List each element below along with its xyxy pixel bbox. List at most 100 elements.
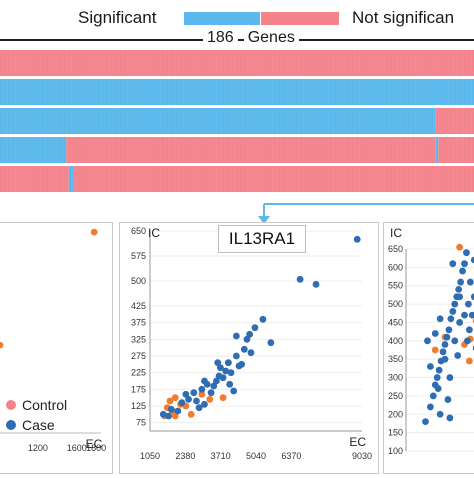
chart2-control-point-4	[431, 346, 439, 354]
chart2-y-tick-7: 450	[388, 317, 403, 327]
chart2-case-point-7	[439, 348, 447, 356]
chart1-case-point-14	[213, 377, 220, 385]
chart1-x-tick-0: 1050	[140, 451, 160, 461]
chart2-y-tick-9: 550	[388, 281, 403, 291]
chart2-case-point-37	[464, 337, 471, 345]
chart1-case-point-27	[243, 335, 251, 343]
chart1-x-tick-1: 2380	[175, 451, 195, 461]
chart1-case-point-6	[190, 389, 198, 397]
chart2-case-point-1	[426, 403, 434, 411]
chart0-x-tick-0: 1200	[28, 443, 48, 453]
chart2-case-point-42	[424, 337, 431, 345]
chart2-case-point-19	[463, 249, 470, 257]
chart1-case-point-32	[267, 339, 275, 347]
chart2-case-point-33	[426, 363, 434, 370]
chart1-y-tick-9: 575	[131, 251, 146, 261]
chart2-case-point-13	[451, 300, 459, 308]
chart1-case-point-39	[232, 332, 240, 340]
chart1-y-tick-2: 175	[131, 384, 146, 394]
heatmap-row-3-segment-0	[0, 137, 67, 163]
chart1-x-tick-5: 9030	[352, 451, 372, 461]
chart1-case-point-26	[240, 345, 248, 353]
chart2-y-tick-2: 200	[388, 409, 403, 419]
chart2-y-tick-0: 100	[388, 446, 403, 456]
chart1-case-point-25	[238, 360, 246, 368]
chart1-case-point-16	[217, 364, 224, 372]
chart1-case-point-35	[353, 235, 361, 243]
chart1-control-point-4	[171, 394, 179, 402]
heatmap-row-3-segment-1	[66, 137, 436, 163]
heatmap-row-0-segment-0	[0, 50, 474, 76]
heatmap-row-3-segment-3	[438, 137, 474, 163]
chart1-case-point-22	[230, 387, 238, 395]
chart1-y-tick-7: 425	[131, 301, 146, 311]
legend-not-significant-label: Not significan	[352, 8, 455, 27]
chart2-case-point-38	[470, 293, 474, 301]
chart1-case-point-30	[251, 324, 259, 332]
chart2-case-point-43	[449, 260, 457, 268]
chart2-case-point-32	[465, 326, 473, 334]
chart2-case-point-31	[461, 311, 468, 319]
chart1-case-point-28	[246, 330, 254, 338]
chart2-y-label: IC	[390, 226, 402, 240]
chart2-case-point-29	[451, 337, 459, 345]
chart1-x-tick-3: 5040	[246, 451, 266, 461]
legend-control-dot	[6, 400, 16, 410]
chart2-case-point-40	[446, 414, 454, 422]
chart1-control-point-7	[187, 410, 195, 418]
chart2-case-point-9	[443, 333, 451, 341]
heatmap-row-4-segment-2	[73, 166, 474, 192]
chart1-y-tick-4: 275	[131, 351, 146, 361]
chart1-y-tick-1: 125	[131, 401, 146, 411]
chart2-case-point-30	[456, 319, 464, 326]
legend-case-dot	[6, 420, 16, 430]
chart1-case-point-5	[185, 395, 192, 403]
chart2-case-point-15	[455, 286, 463, 293]
legend-control-label: Control	[22, 397, 68, 413]
chart1-control-point-11	[171, 412, 179, 420]
scatter-panel-center: 75 125 175 225 275 325 375 425 500 575 650 1050 2380…	[119, 222, 379, 474]
connector-arrow	[258, 203, 474, 224]
chart2-case-point-12	[449, 308, 457, 315]
chart2-case-point-18	[461, 260, 468, 268]
chart1-case-point-20	[226, 380, 234, 388]
heatmap-row-4-segment-0	[0, 166, 69, 192]
legend-significant-swatch	[184, 12, 260, 25]
chart2-case-point-39	[436, 410, 444, 418]
chart2-control-point-0	[456, 243, 464, 251]
chart2-y-tick-5: 350	[388, 354, 403, 364]
chart1-case-point-8	[195, 404, 203, 412]
chart1-case-point-18	[222, 367, 230, 375]
chart2-case-point-34	[434, 385, 442, 392]
chart1-x-label: EC	[349, 435, 366, 449]
chart0-x-label: EC	[86, 437, 103, 451]
chart2-y-tick-4: 300	[388, 373, 403, 383]
chart1-x-tick-2: 3710	[211, 451, 231, 461]
heatmap-row-3-segment-2	[435, 137, 439, 163]
chart2-case-point-35	[444, 396, 452, 403]
chart2-case-point-4	[433, 374, 441, 381]
chart1-y-tick-8: 500	[131, 276, 146, 286]
legend-case-label: Case	[22, 417, 55, 433]
chart1-case-point-10	[201, 400, 208, 408]
chart2-case-point-41	[456, 293, 464, 301]
chart2-case-point-21	[466, 278, 474, 286]
chart2-case-point-17	[459, 267, 466, 275]
chart1-case-point-9	[198, 385, 206, 393]
chart1-case-point-36	[201, 377, 208, 385]
chart1-x-tick-4: 6370	[281, 451, 301, 461]
scatter-plot-right: 100 150 200 250 300 350 400 450 500 550 600 650 IC	[388, 226, 474, 456]
chart1-case-point-29	[247, 349, 255, 357]
genes-label: Genes	[243, 29, 299, 47]
legend-significant-label: Significant	[78, 8, 157, 27]
chart2-case-point-11	[447, 315, 455, 323]
heatmap-row-4-segment-1	[68, 166, 74, 192]
chart1-case-point-23	[232, 352, 240, 360]
chart1-case-point-1	[165, 412, 172, 420]
chart1-case-point-34	[312, 280, 320, 288]
chart2-y-tick-1: 150	[388, 428, 403, 438]
chart2-case-point-5	[435, 366, 443, 374]
chart1-y-tick-6: 375	[131, 318, 146, 328]
chart2-case-point-16	[457, 278, 464, 286]
chart1-control-point-9	[206, 395, 214, 403]
